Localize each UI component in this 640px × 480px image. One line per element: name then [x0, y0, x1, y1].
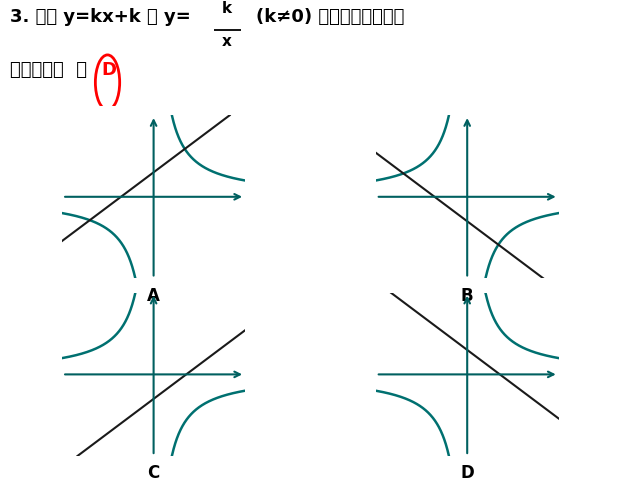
Text: 致图象为（  ）: 致图象为（ ） — [10, 61, 86, 79]
Text: C: C — [147, 464, 160, 480]
Text: 3. 函数 y=kx+k 与 y=: 3. 函数 y=kx+k 与 y= — [10, 9, 190, 26]
Text: D: D — [460, 464, 474, 480]
Text: B: B — [461, 287, 474, 305]
Text: (k≠0) 在同一坐标中的大: (k≠0) 在同一坐标中的大 — [256, 9, 404, 26]
Text: x: x — [222, 34, 232, 49]
Text: k: k — [222, 1, 232, 16]
Text: A: A — [147, 287, 160, 305]
Text: D: D — [101, 61, 116, 79]
